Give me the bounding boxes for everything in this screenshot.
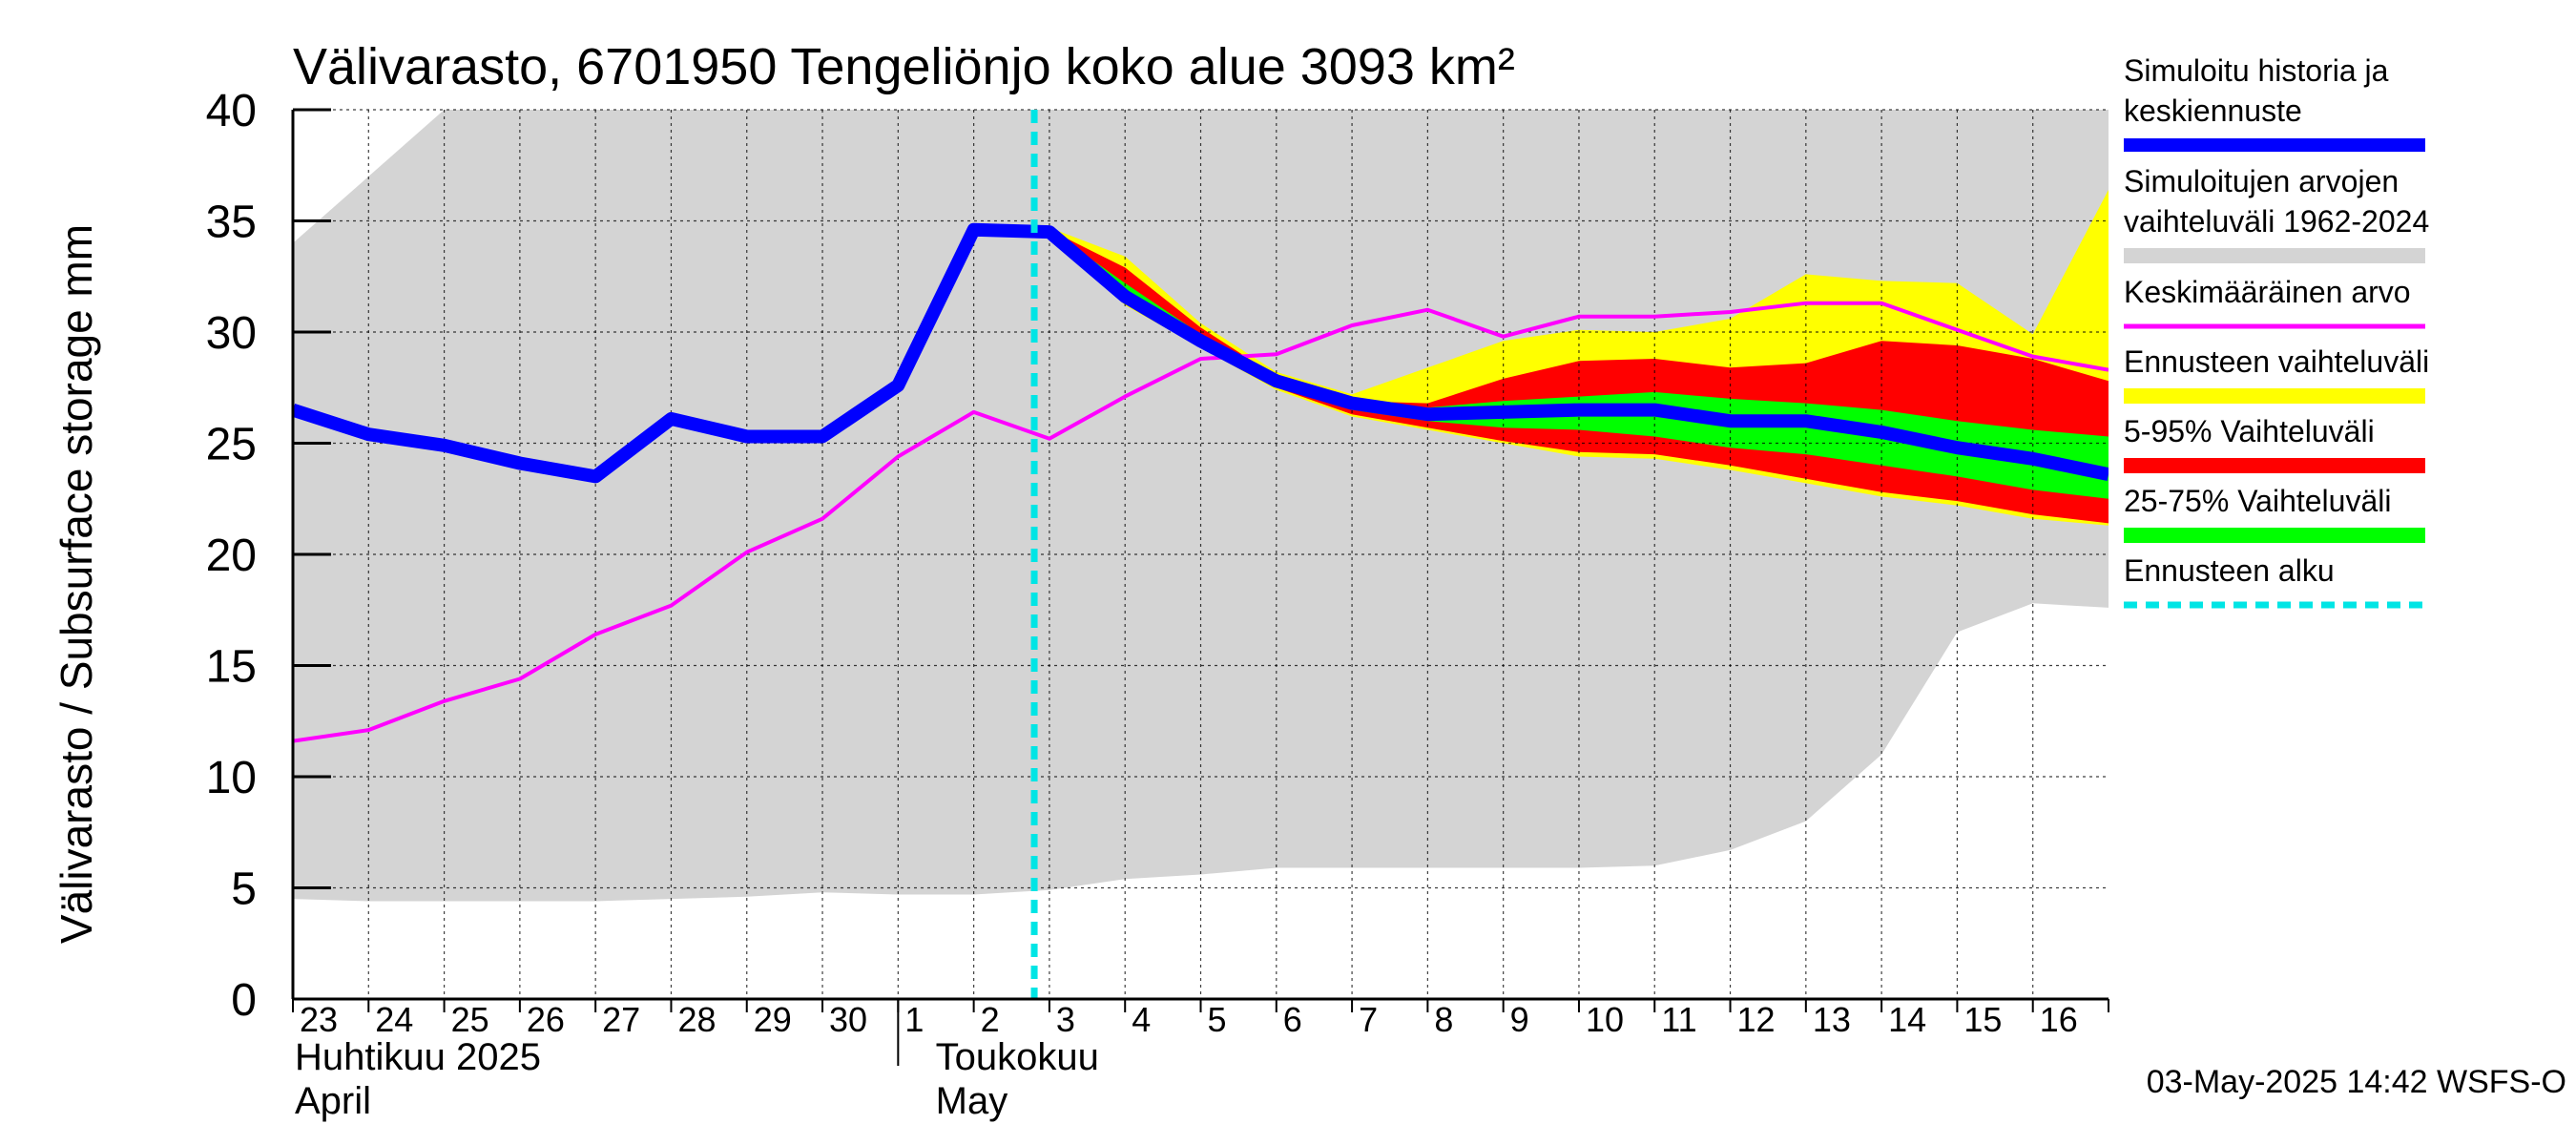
- x-tick-label: 28: [677, 1000, 716, 1039]
- x-tick-label: 27: [602, 1000, 640, 1039]
- simulated-series-line: [293, 222, 2109, 484]
- chart-legend: Simuloitu historia ja keskiennuste Simuloi…: [2124, 53, 2429, 609]
- chart-grid: [293, 109, 2109, 999]
- chart-title: Välivarasto, 6701950 Tengeliönjo koko al…: [293, 38, 1515, 95]
- x-tick-label: 30: [829, 1000, 867, 1039]
- y-axis-title: Välivarasto / Subsurface storage mm: [52, 224, 101, 944]
- legend-label: Simuloitujen arvojen: [2124, 164, 2399, 198]
- x-tick-label: 1: [904, 1000, 924, 1039]
- legend-label: keskiennuste: [2124, 94, 2302, 128]
- month-label-fi: Toukokuu: [936, 1036, 1099, 1078]
- x-tick-label: 7: [1359, 1000, 1378, 1039]
- legend-label: Ennusteen vaihteluväli: [2124, 344, 2429, 379]
- legend-label: vaihteluväli 1962-2024: [2124, 204, 2429, 239]
- x-tick-label: 29: [754, 1000, 792, 1039]
- legend-label: Simuloitu historia ja: [2124, 53, 2389, 88]
- y-tick-label: 20: [206, 531, 257, 581]
- chart-axes: [291, 108, 2109, 1066]
- x-tick-label: 16: [2040, 1000, 2078, 1039]
- footer-timestamp: 03-May-2025 14:42 WSFS-O: [2147, 1064, 2566, 1100]
- x-tick-label: 24: [375, 1000, 413, 1039]
- x-tick-label: 25: [451, 1000, 489, 1039]
- x-tick-label: 9: [1510, 1000, 1529, 1039]
- y-tick-label: 15: [206, 642, 257, 693]
- x-tick-label: 8: [1434, 1000, 1453, 1039]
- x-tick-label: 13: [1813, 1000, 1851, 1039]
- month-label-fi: Huhtikuu 2025: [295, 1036, 541, 1078]
- month-label-en: April: [295, 1080, 371, 1122]
- x-tick-label: 5: [1208, 1000, 1227, 1039]
- y-tick-label: 5: [231, 864, 257, 915]
- y-tick-label: 25: [206, 420, 257, 470]
- x-tick-label: 2: [981, 1000, 1000, 1039]
- y-tick-label: 40: [206, 86, 257, 136]
- y-tick-label: 10: [206, 753, 257, 803]
- mean-series-line: [293, 301, 2109, 743]
- x-tick-label: 11: [1661, 1000, 1696, 1039]
- x-tick-label: 15: [1963, 1000, 2002, 1039]
- legend-label: 25-75% Vaihteluväli: [2124, 484, 2391, 518]
- y-tick-label: 30: [206, 308, 257, 359]
- legend-label: 5-95% Vaihteluväli: [2124, 414, 2375, 448]
- legend-label: Keskimääräinen arvo: [2124, 275, 2411, 309]
- x-tick-label: 26: [527, 1000, 565, 1039]
- chart-series: [293, 110, 2109, 999]
- x-tick-label: 12: [1737, 1000, 1776, 1039]
- x-tick-label: 10: [1586, 1000, 1624, 1039]
- y-tick-label: 35: [206, 198, 257, 248]
- y-tick-label: 0: [231, 975, 257, 1026]
- x-tick-label: 6: [1283, 1000, 1302, 1039]
- x-tick-label: 3: [1056, 1000, 1075, 1039]
- x-tick-label: 23: [300, 1000, 338, 1039]
- month-label-en: May: [936, 1080, 1008, 1122]
- x-tick-label: 14: [1888, 1000, 1926, 1039]
- x-tick-label: 4: [1132, 1000, 1151, 1039]
- legend-label: Ennusteen alku: [2124, 553, 2335, 588]
